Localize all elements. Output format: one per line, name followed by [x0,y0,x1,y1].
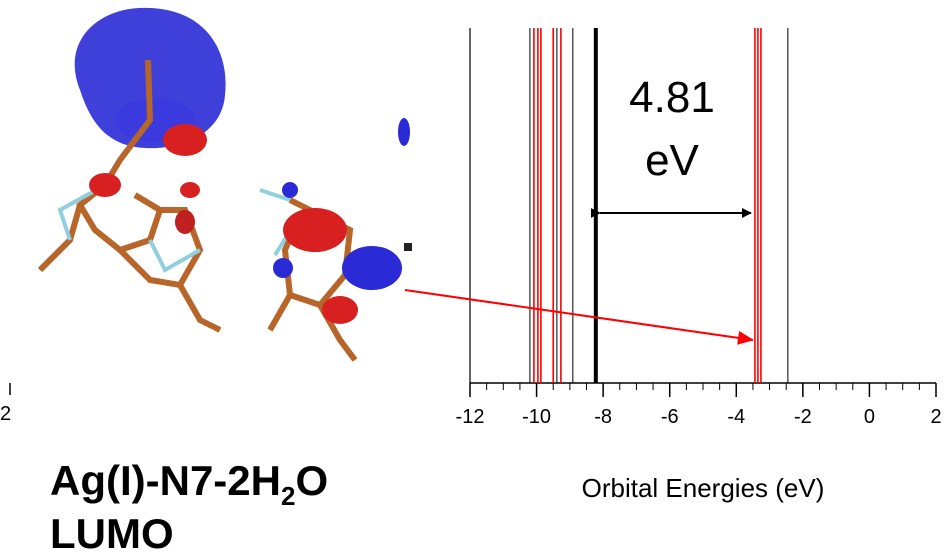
molecule-label: Ag(I)-N7-2H2O [50,457,328,511]
x-tick-label: -2 [794,406,812,428]
x-tick-label: -12 [456,406,485,428]
x-tick-label: -6 [661,406,679,428]
orbital-label: LUMO [50,510,174,555]
x-tick-label: 0 [864,406,875,428]
pointer-arrow [404,289,754,345]
x-axis-label: Orbital Energies (eV) [582,473,825,503]
gap-value: 4.81 [629,73,715,122]
x-tick-label: 2 [930,406,941,428]
molecule-render [9,7,412,395]
x-tick-label: -8 [594,406,612,428]
x-tick-label: -10 [522,406,551,428]
gap-unit: eV [645,136,699,185]
x-tick-label: -4 [727,406,745,428]
cropped-tick-label: 2 [0,403,11,425]
